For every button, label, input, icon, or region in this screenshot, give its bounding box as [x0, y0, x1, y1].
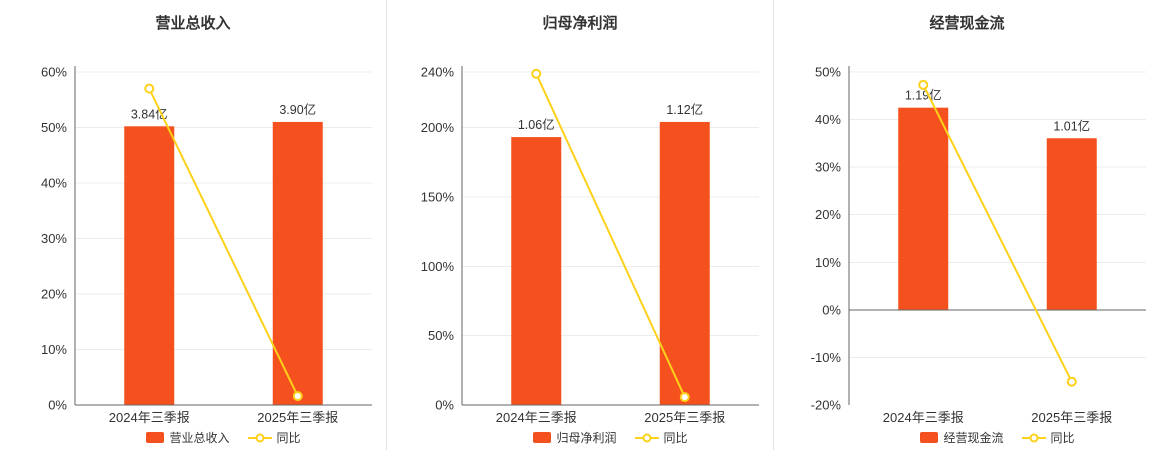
bar-value-label: 1.19亿: [905, 88, 942, 103]
yoy-line-marker: [531, 68, 542, 79]
chart-legend-operating-cash-flow: 经营现金流 同比: [849, 429, 1146, 446]
y-tick-label: -20%: [811, 398, 842, 413]
bar-value-label: 1.06亿: [518, 117, 555, 132]
yoy-line-marker: [1066, 376, 1077, 387]
chart-panel-operating-cash-flow: 经营现金流 1.19亿 1.01亿 -20% -10% 0% 10% 20% 30% 40% 50…: [773, 0, 1160, 450]
legend-item-line-series[interactable]: 同比: [247, 429, 301, 446]
x-tick-label: 2025年三季报: [644, 410, 725, 425]
line-series-swatch-icon: [634, 433, 659, 442]
chart-panel-operating-revenue: 营业总收入 3.84亿 3.90亿 0% 10% 20% 30% 40% 50% 60% 2024…: [0, 0, 386, 450]
y-tick-label: 20%: [41, 287, 67, 302]
y-tick-label: 10%: [41, 342, 67, 357]
y-tick-label: 50%: [428, 328, 454, 343]
legend-label-bar-series: 营业总收入: [169, 431, 230, 445]
y-tick-label: 30%: [815, 160, 841, 175]
y-tick-label: 240%: [421, 65, 455, 80]
chart-legend-operating-revenue: 营业总收入 同比: [75, 429, 372, 446]
bar-series-swatch-icon: [146, 432, 165, 443]
legend-label-line-series: 同比: [276, 431, 301, 445]
x-tick-label: 2024年三季报: [496, 410, 577, 425]
chart-legend-net-profit: 归母净利润 同比: [462, 429, 759, 446]
line-series-swatch-icon: [247, 433, 272, 442]
y-tick-label: 20%: [815, 207, 841, 222]
y-tick-label: 0%: [48, 398, 67, 413]
x-tick-label: 2024年三季报: [109, 410, 190, 425]
bar-value-label: 1.01亿: [1053, 118, 1090, 133]
line-marker-ring-icon: [1029, 433, 1038, 442]
y-tick-label: 0%: [435, 398, 454, 413]
y-tick-label: 30%: [41, 231, 67, 246]
legend-item-line-series[interactable]: 同比: [634, 429, 688, 446]
yoy-line: [535, 73, 686, 398]
chart-plot-operating-cash-flow: 1.19亿 1.01亿 -20% -10% 0% 10% 20% 30% 40% 50% 2024年…: [811, 65, 1146, 425]
bar-2025年三季报: [659, 121, 710, 405]
bar-series-swatch-icon: [533, 432, 552, 443]
y-tick-label: 50%: [41, 120, 67, 135]
yoy-line-marker: [918, 79, 929, 90]
y-tick-label: -10%: [811, 350, 842, 365]
line-series-swatch-icon: [1021, 433, 1046, 442]
bar-series-swatch-icon: [920, 432, 939, 443]
legend-item-bar-series[interactable]: 经营现金流: [920, 429, 1004, 446]
chart-title-operating-revenue: 营业总收入: [155, 15, 231, 32]
chart-title-net-profit: 归母净利润: [542, 15, 618, 32]
yoy-line-marker: [679, 392, 690, 403]
chart-title-operating-cash-flow: 经营现金流: [929, 15, 1005, 32]
y-tick-label: 40%: [815, 112, 841, 127]
bar-value-label: 3.84亿: [131, 106, 168, 121]
y-tick-label: 50%: [815, 65, 841, 80]
legend-label-line-series: 同比: [1050, 431, 1075, 445]
yoy-line-marker: [292, 391, 303, 402]
y-tick-label: 150%: [421, 189, 455, 204]
y-tick-label: 10%: [815, 255, 841, 270]
x-tick-label: 2025年三季报: [1031, 410, 1112, 425]
x-tick-label: 2025年三季报: [257, 410, 338, 425]
chart-panel-net-profit: 归母净利润 1.06亿 1.12亿 0% 50% 100% 150% 200% 240% 202…: [386, 0, 773, 450]
bar-2025年三季报: [272, 121, 323, 405]
bar-2024年三季报: [898, 107, 949, 310]
yoy-line: [148, 88, 299, 397]
bar-value-label: 1.12亿: [666, 102, 703, 117]
legend-item-bar-series[interactable]: 营业总收入: [146, 429, 230, 446]
bar-2025年三季报: [1046, 138, 1097, 310]
line-marker-ring-icon: [642, 433, 651, 442]
y-tick-label: 200%: [421, 120, 455, 135]
yoy-line-marker: [144, 83, 155, 94]
y-tick-label: 40%: [41, 176, 67, 191]
legend-label-bar-series: 归母净利润: [556, 431, 617, 445]
x-tick-label: 2024年三季报: [883, 410, 964, 425]
y-tick-label: 0%: [822, 302, 841, 317]
chart-plot-net-profit: 1.06亿 1.12亿 0% 50% 100% 150% 200% 240% 2024年三季报 2…: [421, 65, 759, 425]
legend-label-line-series: 同比: [663, 431, 688, 445]
legend-item-bar-series[interactable]: 归母净利润: [533, 429, 617, 446]
line-marker-ring-icon: [255, 433, 264, 442]
legend-item-line-series[interactable]: 同比: [1021, 429, 1075, 446]
y-tick-label: 100%: [421, 259, 455, 274]
bar-value-label: 3.90亿: [279, 102, 316, 117]
y-tick-label: 60%: [41, 65, 67, 80]
yoy-line: [922, 84, 1073, 383]
bar-2024年三季报: [124, 126, 175, 405]
legend-label-bar-series: 经营现金流: [943, 431, 1004, 445]
bar-2024年三季报: [511, 137, 562, 405]
chart-plot-operating-revenue: 3.84亿 3.90亿 0% 10% 20% 30% 40% 50% 60% 2024年三季报 20…: [41, 65, 372, 425]
